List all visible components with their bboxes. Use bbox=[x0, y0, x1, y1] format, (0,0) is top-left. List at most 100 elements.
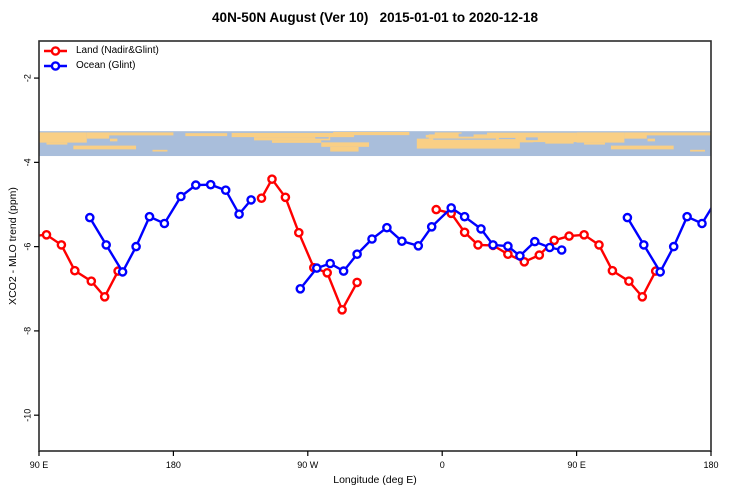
x-tick-label: 90 E bbox=[30, 460, 49, 470]
data-point bbox=[594, 240, 604, 250]
map-water-patch bbox=[458, 133, 474, 137]
x-axis-label: Longitude (deg E) bbox=[333, 474, 417, 486]
data-point bbox=[579, 229, 589, 240]
data-point bbox=[655, 267, 666, 277]
data-point bbox=[322, 267, 333, 278]
data-point bbox=[267, 174, 277, 184]
data-point bbox=[101, 240, 111, 250]
data-point bbox=[446, 203, 457, 213]
ocean-series bbox=[85, 179, 711, 294]
data-point bbox=[530, 236, 540, 247]
series-line bbox=[435, 208, 657, 299]
data-point bbox=[85, 212, 95, 223]
map-land-block bbox=[492, 138, 534, 143]
data-point bbox=[131, 241, 141, 252]
data-point bbox=[205, 179, 216, 190]
x-tick-label: 180 bbox=[166, 460, 181, 470]
y-tick-label: -10 bbox=[22, 409, 32, 422]
chart-title: 40N-50N August (Ver 10) 2015-01-01 to 20… bbox=[212, 10, 538, 25]
world-map-strip bbox=[39, 131, 711, 157]
map-land-block bbox=[518, 135, 579, 143]
data-point bbox=[637, 291, 648, 302]
series-line bbox=[260, 176, 359, 313]
land-series bbox=[28, 174, 661, 315]
map-land-block bbox=[647, 138, 655, 142]
legend-item-ocean: Ocean (Glint) bbox=[42, 58, 159, 73]
plot-border bbox=[38, 40, 712, 452]
data-point bbox=[176, 191, 186, 202]
data-point bbox=[426, 221, 437, 232]
data-point bbox=[515, 251, 525, 261]
legend-item-land: Land (Nadir&Glint) bbox=[42, 43, 159, 58]
data-point bbox=[352, 277, 362, 288]
map-water-patch bbox=[433, 138, 496, 140]
data-point bbox=[338, 266, 349, 276]
map-land-block bbox=[152, 149, 168, 152]
map-land-block bbox=[231, 132, 355, 138]
data-point bbox=[459, 211, 470, 222]
series-line bbox=[626, 206, 711, 275]
data-point bbox=[549, 235, 560, 246]
data-point bbox=[325, 258, 336, 269]
ocean-series-marker-icon bbox=[44, 60, 67, 71]
map-land-block bbox=[545, 140, 574, 144]
map-water-patch bbox=[315, 137, 329, 139]
map-land-block bbox=[107, 132, 174, 136]
map-land-block bbox=[185, 133, 228, 137]
x-tick-label: 0 bbox=[440, 460, 445, 470]
data-point bbox=[431, 204, 442, 215]
series-line bbox=[88, 183, 253, 275]
data-point bbox=[459, 227, 470, 238]
data-point bbox=[295, 283, 306, 294]
map-land-block bbox=[416, 138, 520, 149]
map-land-block bbox=[690, 149, 706, 152]
map-land-block bbox=[434, 132, 462, 137]
data-point bbox=[352, 249, 362, 259]
data-point bbox=[503, 241, 513, 251]
x-tick-label: 90 E bbox=[567, 460, 586, 470]
legend-label-land: Land (Nadir&Glint) bbox=[76, 45, 159, 56]
data-point bbox=[382, 222, 392, 233]
data-point bbox=[337, 304, 347, 315]
map-land-block bbox=[610, 145, 674, 150]
data-point bbox=[159, 218, 170, 229]
data-point bbox=[622, 212, 633, 223]
data-point bbox=[503, 249, 513, 259]
map-water-patch bbox=[525, 137, 538, 141]
map-land-block bbox=[584, 142, 605, 145]
data-point bbox=[311, 263, 322, 273]
data-point bbox=[190, 180, 201, 190]
data-point bbox=[246, 195, 256, 205]
map-land-block bbox=[39, 132, 87, 143]
y-tick-label: -8 bbox=[22, 327, 32, 335]
data-point bbox=[682, 211, 692, 222]
y-tick-label: -2 bbox=[22, 74, 32, 82]
data-point bbox=[534, 250, 545, 260]
y-tick-label: -4 bbox=[22, 158, 32, 166]
data-point bbox=[668, 241, 679, 252]
data-point bbox=[117, 267, 128, 277]
data-point bbox=[639, 240, 649, 250]
x-tick-label: 180 bbox=[703, 460, 718, 470]
data-point bbox=[488, 240, 498, 250]
data-point bbox=[413, 240, 424, 251]
data-point bbox=[256, 193, 267, 203]
data-point bbox=[220, 185, 231, 195]
data-point bbox=[607, 265, 618, 276]
map-land-block bbox=[645, 132, 711, 136]
data-point bbox=[397, 236, 407, 246]
map-land-block bbox=[576, 132, 625, 143]
data-point bbox=[697, 218, 707, 229]
map-water-patch bbox=[498, 137, 516, 140]
map-land-block bbox=[73, 145, 137, 150]
data-point bbox=[544, 242, 555, 253]
map-land-block bbox=[86, 132, 110, 139]
data-point bbox=[86, 276, 97, 287]
map-land-block bbox=[333, 131, 410, 136]
data-point bbox=[473, 240, 483, 250]
series-line bbox=[299, 206, 562, 290]
data-point bbox=[476, 224, 486, 234]
map-land-block bbox=[46, 142, 68, 145]
data-point bbox=[28, 233, 35, 240]
